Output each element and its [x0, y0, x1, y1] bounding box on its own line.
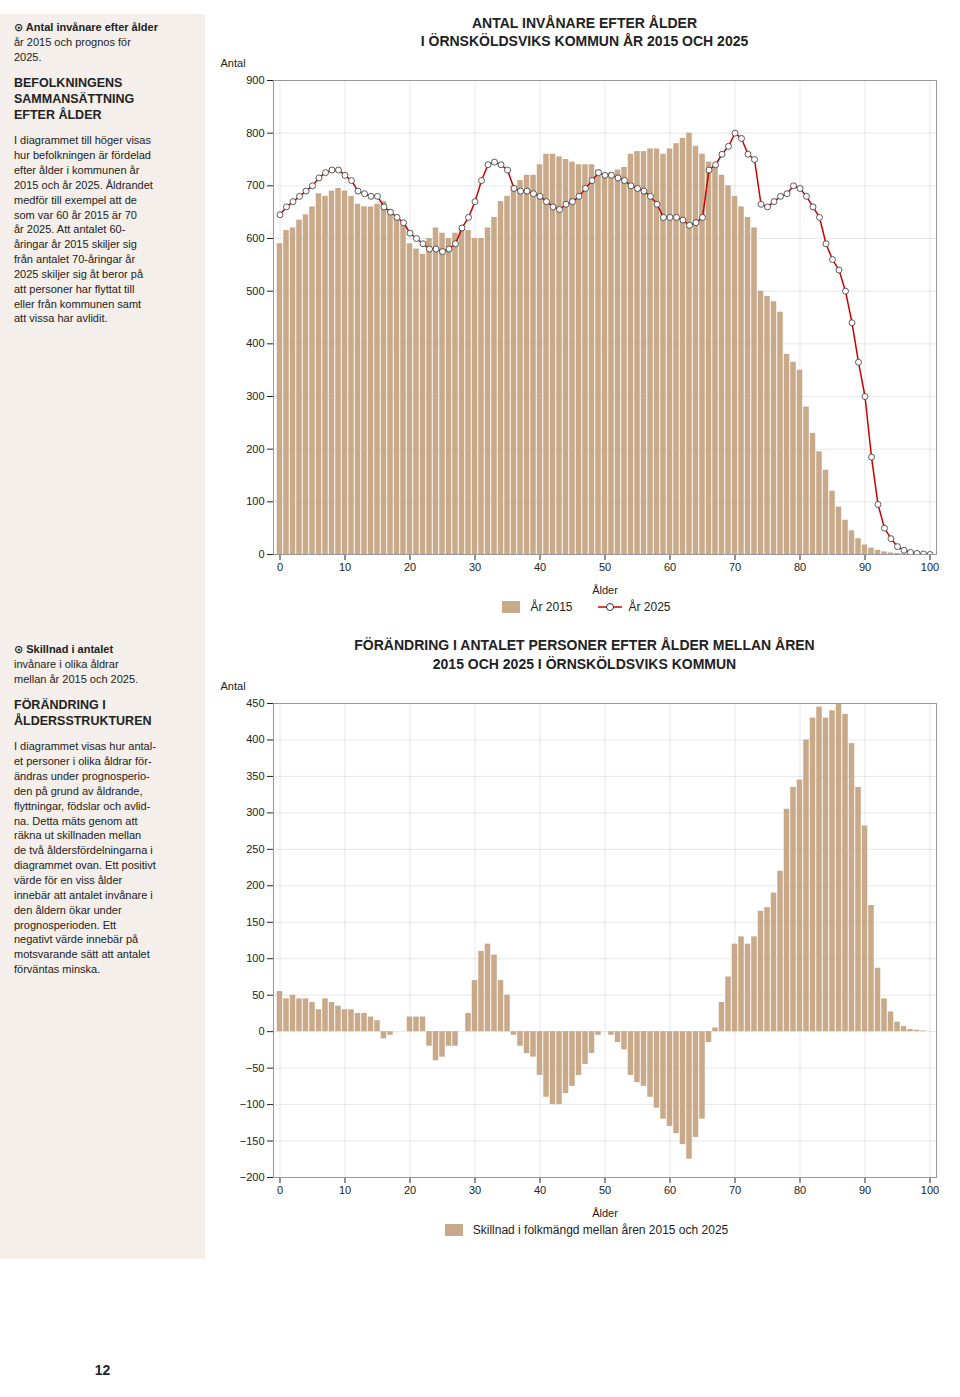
svg-text:600: 600: [246, 232, 264, 244]
svg-text:20: 20: [404, 562, 416, 574]
html-text:Skillnad i folkmängd mellan år: Skillnad i folkmängd mellan åren 2015 oc…: [472, 1222, 729, 1237]
svg-text:0: 0: [277, 562, 283, 574]
svg-text:30: 30: [469, 1184, 481, 1196]
svg-text:300: 300: [246, 390, 264, 402]
svg-text:150: 150: [246, 916, 264, 928]
svg-text:10: 10: [339, 562, 351, 574]
svg-text:70: 70: [729, 562, 741, 574]
html-text:⊙ Antal invånare efter ålder å: ⊙ Antal invånare efter ålder år 2015 och…: [14, 21, 158, 63]
svg-text:−200: −200: [240, 1171, 265, 1183]
svg-text:100: 100: [246, 952, 264, 964]
svg-text:500: 500: [246, 285, 264, 297]
svg-text:200: 200: [246, 879, 264, 891]
svg-text:200: 200: [246, 443, 264, 455]
svg-text:900: 900: [246, 74, 264, 86]
svg-text:300: 300: [246, 806, 264, 818]
svg-text:40: 40: [534, 562, 546, 574]
html-text:År 2025: År 2025: [628, 600, 671, 615]
svg-text:450: 450: [246, 697, 264, 709]
svg-text:60: 60: [664, 562, 676, 574]
html-text:BEFOLKNINGENS SAMMANSÄTTNING E: BEFOLKNINGENS SAMMANSÄTTNING EFTER ÅLDER: [14, 75, 135, 122]
svg-text:90: 90: [859, 1184, 871, 1196]
svg-text:100: 100: [921, 1184, 939, 1196]
svg-text:100: 100: [921, 562, 939, 574]
svg-text:0: 0: [258, 1025, 264, 1037]
html-text:FÖRÄNDRING I ÅLDERSSTRUKTUREN: FÖRÄNDRING I ÅLDERSSTRUKTUREN: [14, 697, 152, 729]
svg-text:40: 40: [534, 1184, 546, 1196]
svg-text:700: 700: [246, 180, 264, 192]
svg-text:80: 80: [794, 1184, 806, 1196]
html-text:I diagrammet till höger visas: I diagrammet till höger visas hur befolk…: [14, 134, 153, 325]
svg-text:Antal: Antal: [221, 680, 246, 692]
svg-text:Ålder: Ålder: [592, 584, 618, 596]
svg-text:350: 350: [246, 770, 264, 782]
svg-text:400: 400: [246, 733, 264, 745]
svg-text:−50: −50: [246, 1061, 265, 1073]
svg-text:−100: −100: [240, 1098, 265, 1110]
svg-text:250: 250: [246, 843, 264, 855]
html-text:I diagrammet visas hur antal-: I diagrammet visas hur antal- et persone…: [14, 740, 156, 976]
svg-text:50: 50: [599, 562, 611, 574]
svg-text:60: 60: [664, 1184, 676, 1196]
svg-text:0: 0: [277, 1184, 283, 1196]
html-text:12: 12: [94, 1362, 111, 1378]
html-text:⊙ Skillnad i antalet invånare: ⊙ Skillnad i antalet invånare i olika ål…: [14, 643, 139, 686]
svg-text:400: 400: [246, 338, 264, 350]
svg-text:10: 10: [339, 1184, 351, 1196]
svg-text:80: 80: [794, 562, 806, 574]
svg-text:90: 90: [859, 562, 871, 574]
svg-text:50: 50: [252, 988, 264, 1000]
svg-text:30: 30: [469, 562, 481, 574]
svg-text:100: 100: [246, 496, 264, 508]
svg-text:20: 20: [404, 1184, 416, 1196]
svg-text:50: 50: [599, 1184, 611, 1196]
svg-text:Ålder: Ålder: [592, 1206, 618, 1218]
svg-text:0: 0: [258, 548, 264, 560]
html-text:ANTAL INVÅNARE EFTER ÅLDER I Ö: ANTAL INVÅNARE EFTER ÅLDER I ÖRNSKÖLDSVI…: [420, 15, 749, 50]
html-text:År 2015: År 2015: [530, 600, 573, 615]
svg-text:800: 800: [246, 127, 264, 139]
svg-text:−150: −150: [240, 1134, 265, 1146]
svg-text:Antal: Antal: [221, 58, 246, 70]
svg-text:70: 70: [729, 1184, 741, 1196]
html-text:FÖRÄNDRING I ANTALET PERSONER: FÖRÄNDRING I ANTALET PERSONER EFTER ÅLDE…: [354, 637, 815, 672]
